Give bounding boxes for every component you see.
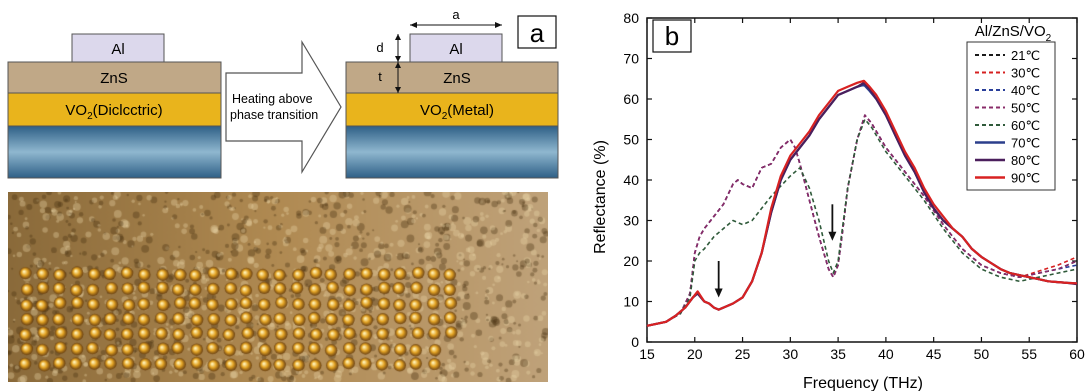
right-vo2-layer xyxy=(345,92,559,127)
left-substrate xyxy=(7,125,222,179)
left-layer-stack: Al ZnS VO2(Diclcctric) xyxy=(7,33,222,179)
reflectance-chart: 15 20 25 30 35 40 45 50 55 60 0 10 20 30 40 50 60 70 80 21… xyxy=(592,10,1085,391)
legend-title: Al/ZnS/VO2 xyxy=(975,23,1052,44)
series-line-8 xyxy=(646,79,1078,327)
y-tick-label: 10 xyxy=(623,294,639,310)
y-tick-label: 70 xyxy=(623,51,639,67)
right-zns-layer xyxy=(345,61,559,94)
left-al-layer xyxy=(71,33,165,63)
right-vo2-label: VO2(Metal) xyxy=(420,102,494,122)
dimension-a xyxy=(410,22,502,28)
legend-label-2: 30℃ xyxy=(1011,66,1040,81)
panel-a-schematic: Al ZnS VO2(Diclcctric) Heating above pha… xyxy=(7,7,559,179)
x-tick-label: 45 xyxy=(926,346,942,362)
dim-t-label: t xyxy=(378,69,382,84)
x-tick-label: 15 xyxy=(639,346,655,362)
right-substrate xyxy=(345,125,559,179)
arrow-text-line2: phase transition xyxy=(230,108,318,122)
panel-b-label: b xyxy=(665,21,679,51)
right-layer-stack: Al ZnS VO2(Metal) a d t xyxy=(345,7,559,179)
legend-label-1: 21℃ xyxy=(1011,48,1040,63)
y-tick-label: 50 xyxy=(623,132,639,148)
left-zns-label: ZnS xyxy=(100,70,128,87)
y-tick-label: 80 xyxy=(623,10,639,26)
y-tick-label: 30 xyxy=(623,213,639,229)
legend-label-5: 60℃ xyxy=(1011,118,1040,133)
x-tick-label: 55 xyxy=(1021,346,1037,362)
legend-label-7: 80℃ xyxy=(1011,153,1040,168)
annotation-arrowhead-1 xyxy=(714,288,723,298)
chart-legend: 21℃ 30℃ 40℃ 50℃ 60℃ 70℃ 80℃ 90℃ xyxy=(966,41,1056,191)
right-zns-label: ZnS xyxy=(443,70,471,87)
dimension-d xyxy=(395,34,401,62)
legend-label-4: 50℃ xyxy=(1011,101,1040,116)
x-tick-label: 20 xyxy=(687,346,703,362)
dim-a-label: a xyxy=(452,7,460,22)
series-line-5 xyxy=(646,118,1078,327)
chart-series xyxy=(646,79,1078,327)
panel-b-label-box xyxy=(652,19,692,53)
x-axis-label: Frequency (THz) xyxy=(803,375,923,391)
chart-arrows xyxy=(714,204,837,298)
dimension-t xyxy=(395,62,401,93)
x-tick-label: 25 xyxy=(735,346,751,362)
y-tick-label: 60 xyxy=(623,91,639,107)
x-tick-label: 35 xyxy=(830,346,846,362)
x-tick-label: 60 xyxy=(1069,346,1085,362)
dim-d-label: d xyxy=(376,40,383,55)
y-tick-label: 0 xyxy=(631,334,639,350)
heating-arrow: Heating above phase transition xyxy=(225,39,342,175)
series-line-4 xyxy=(646,114,1078,327)
x-tick-label: 50 xyxy=(974,346,990,362)
left-vo2-layer xyxy=(7,92,222,127)
x-tick-label: 30 xyxy=(783,346,799,362)
chart-ticks: 15 20 25 30 35 40 45 50 55 60 0 10 20 30 40 50 60 70 80 xyxy=(623,10,1085,362)
right-al-layer xyxy=(409,33,503,63)
panel-a-label-box xyxy=(517,15,557,49)
y-tick-label: 20 xyxy=(623,253,639,269)
legend-label-6: 70℃ xyxy=(1011,136,1040,151)
y-tick-label: 40 xyxy=(623,172,639,188)
right-al-label: Al xyxy=(449,41,462,58)
left-al-label: Al xyxy=(111,41,124,58)
x-tick-label: 40 xyxy=(878,346,894,362)
legend-label-3: 40℃ xyxy=(1011,83,1040,98)
annotation-arrowhead-2 xyxy=(828,231,837,241)
left-zns-layer xyxy=(7,61,222,94)
left-vo2-label: VO2(Diclcctric) xyxy=(65,102,162,122)
panel-a-label: a xyxy=(530,18,545,48)
sample-micrograph xyxy=(8,192,548,382)
legend-label-8: 90℃ xyxy=(1011,171,1040,186)
legend-box xyxy=(966,41,1056,191)
y-axis-label: Reflectance (%) xyxy=(592,140,609,254)
arrow-text-line1: Heating above xyxy=(232,92,313,106)
